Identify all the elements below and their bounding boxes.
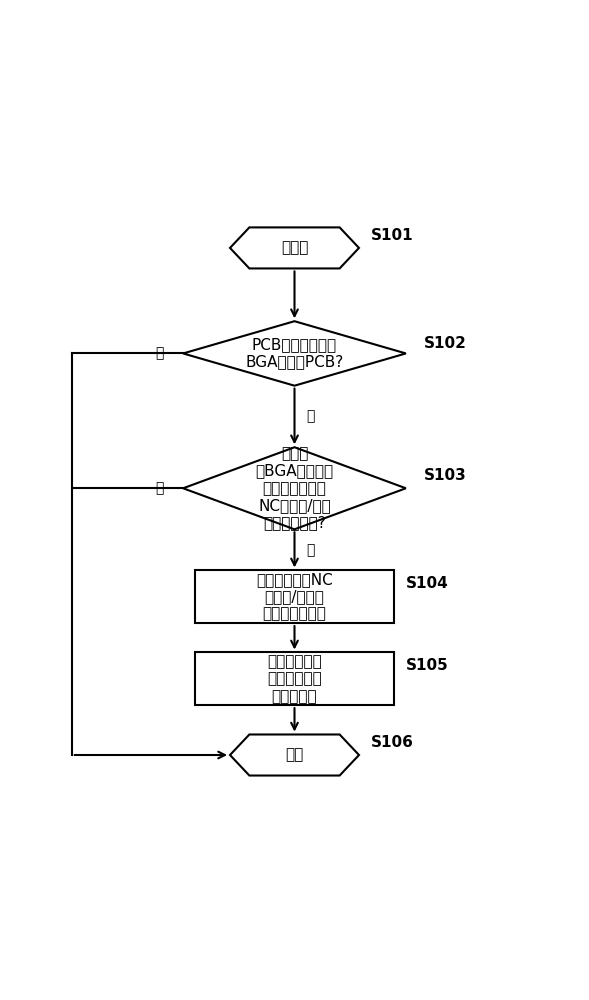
Text: 否: 否: [155, 346, 164, 360]
Polygon shape: [230, 734, 359, 776]
Polygon shape: [183, 321, 406, 386]
Text: S103: S103: [423, 468, 466, 483]
Text: S104: S104: [406, 576, 449, 591]
Polygon shape: [230, 227, 359, 268]
Text: 是: 是: [306, 543, 315, 557]
FancyBboxPatch shape: [195, 652, 394, 705]
Text: 是: 是: [306, 409, 315, 423]
Text: 待贴装
的BGA芯片在线
路应用中是否有
NC引脚和/或功
能不使用引脚?: 待贴装 的BGA芯片在线 路应用中是否有 NC引脚和/或功 能不使用引脚?: [256, 446, 333, 531]
Text: 结束: 结束: [286, 748, 303, 763]
Text: 否: 否: [155, 481, 164, 495]
Text: S106: S106: [370, 735, 413, 750]
Text: 用丝印油墨将NC
引脚和/或功能
不使用引脚覆盖: 用丝印油墨将NC 引脚和/或功能 不使用引脚覆盖: [256, 572, 333, 622]
Text: 初始化: 初始化: [281, 240, 308, 255]
Text: S101: S101: [370, 228, 413, 243]
Text: 在覆盖的部位
走导线或制作
金属化通孔: 在覆盖的部位 走导线或制作 金属化通孔: [267, 654, 322, 704]
FancyBboxPatch shape: [195, 570, 394, 623]
Polygon shape: [183, 447, 406, 529]
Text: S105: S105: [406, 658, 449, 673]
Text: S102: S102: [423, 336, 466, 351]
Text: PCB是否为待贴装
BGA芯片的PCB?: PCB是否为待贴装 BGA芯片的PCB?: [246, 337, 343, 370]
